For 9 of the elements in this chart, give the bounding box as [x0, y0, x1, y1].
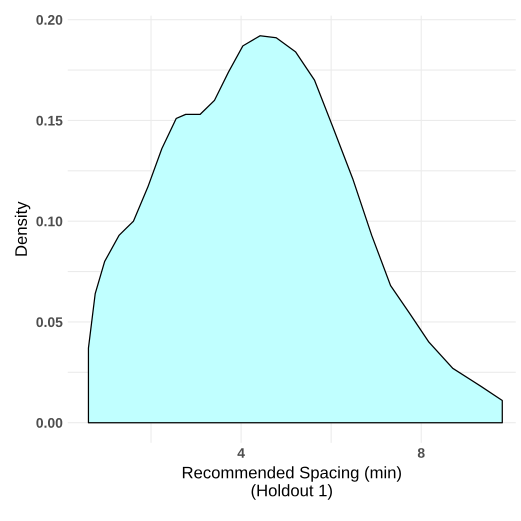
- y-tick-label: 0.20: [36, 14, 62, 25]
- x-tick-label: 8: [418, 448, 425, 458]
- x-axis-title: Recommended Spacing (min) (Holdout 1): [182, 466, 401, 500]
- y-axis-title: Density: [14, 201, 30, 256]
- y-tick-label: 0.00: [36, 418, 62, 428]
- y-tick-label: 0.05: [36, 317, 62, 328]
- x-tick-label: 4: [237, 448, 245, 458]
- y-tick-label: 0.15: [36, 116, 62, 126]
- y-tick-label: 0.10: [36, 216, 62, 226]
